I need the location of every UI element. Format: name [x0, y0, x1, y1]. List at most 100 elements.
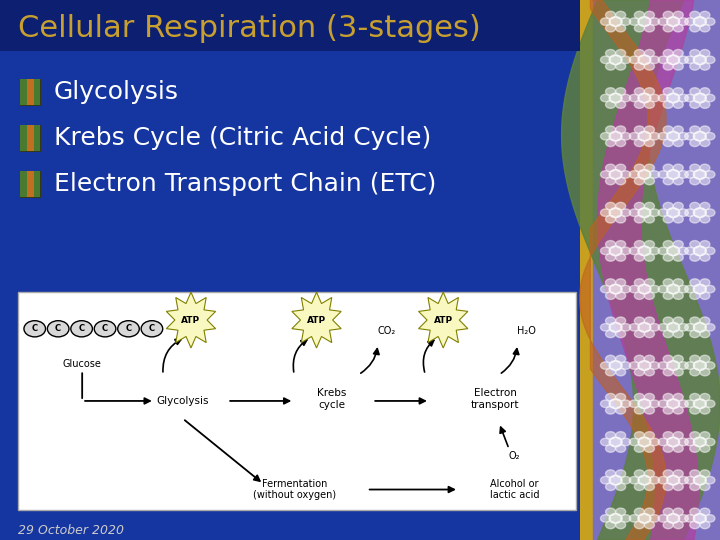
- Circle shape: [690, 139, 700, 146]
- Circle shape: [693, 437, 706, 447]
- Circle shape: [678, 56, 688, 64]
- Circle shape: [600, 94, 611, 102]
- Circle shape: [663, 394, 673, 401]
- Circle shape: [644, 24, 654, 32]
- Circle shape: [690, 87, 700, 95]
- Circle shape: [606, 101, 616, 109]
- Circle shape: [629, 209, 639, 217]
- Circle shape: [705, 18, 715, 25]
- Bar: [580, 0, 720, 540]
- Circle shape: [621, 285, 631, 293]
- Circle shape: [638, 475, 651, 485]
- Circle shape: [678, 438, 688, 446]
- Circle shape: [663, 11, 673, 19]
- Circle shape: [606, 164, 616, 172]
- Circle shape: [663, 164, 673, 172]
- Circle shape: [663, 177, 673, 185]
- Circle shape: [606, 470, 616, 477]
- Circle shape: [690, 355, 700, 363]
- Circle shape: [621, 400, 631, 408]
- Circle shape: [616, 215, 626, 223]
- Circle shape: [621, 56, 631, 64]
- Circle shape: [658, 132, 668, 140]
- Circle shape: [638, 322, 651, 332]
- Circle shape: [690, 445, 700, 453]
- FancyBboxPatch shape: [20, 125, 40, 151]
- Bar: [580, 0, 593, 540]
- FancyBboxPatch shape: [34, 79, 40, 105]
- Circle shape: [658, 515, 668, 522]
- Circle shape: [634, 445, 644, 453]
- Circle shape: [24, 321, 45, 337]
- Circle shape: [663, 445, 673, 453]
- Circle shape: [606, 330, 616, 338]
- Circle shape: [606, 254, 616, 261]
- Circle shape: [690, 279, 700, 286]
- Circle shape: [673, 87, 683, 95]
- Circle shape: [663, 87, 673, 95]
- FancyBboxPatch shape: [20, 79, 27, 105]
- Circle shape: [673, 279, 683, 286]
- Circle shape: [94, 321, 116, 337]
- Text: CO₂: CO₂: [378, 326, 396, 336]
- Circle shape: [634, 355, 644, 363]
- Circle shape: [673, 483, 683, 490]
- Circle shape: [690, 431, 700, 439]
- Circle shape: [634, 63, 644, 70]
- Circle shape: [600, 132, 611, 140]
- Circle shape: [629, 515, 639, 522]
- Circle shape: [690, 483, 700, 490]
- Circle shape: [48, 321, 69, 337]
- Text: H₂O: H₂O: [518, 326, 536, 336]
- Circle shape: [644, 394, 654, 401]
- Circle shape: [621, 323, 631, 331]
- Circle shape: [673, 240, 683, 248]
- Circle shape: [616, 279, 626, 286]
- Circle shape: [606, 368, 616, 376]
- Circle shape: [673, 445, 683, 453]
- Circle shape: [644, 317, 654, 325]
- Circle shape: [649, 171, 660, 178]
- Circle shape: [663, 24, 673, 32]
- Circle shape: [673, 24, 683, 32]
- Circle shape: [685, 438, 695, 446]
- Circle shape: [658, 323, 668, 331]
- Circle shape: [700, 407, 710, 414]
- Circle shape: [609, 475, 622, 485]
- Circle shape: [705, 56, 715, 64]
- Circle shape: [663, 292, 673, 300]
- Text: O₂: O₂: [509, 450, 521, 461]
- Circle shape: [700, 394, 710, 401]
- Circle shape: [685, 171, 695, 178]
- Circle shape: [606, 279, 616, 286]
- Circle shape: [644, 431, 654, 439]
- Circle shape: [616, 445, 626, 453]
- Circle shape: [644, 11, 654, 19]
- Circle shape: [658, 247, 668, 255]
- Circle shape: [678, 362, 688, 369]
- Circle shape: [667, 437, 680, 447]
- Circle shape: [700, 202, 710, 210]
- Circle shape: [673, 164, 683, 172]
- Circle shape: [663, 254, 673, 261]
- Circle shape: [663, 355, 673, 363]
- Circle shape: [606, 394, 616, 401]
- Circle shape: [600, 476, 611, 484]
- Circle shape: [634, 126, 644, 133]
- Circle shape: [700, 431, 710, 439]
- Circle shape: [673, 368, 683, 376]
- Circle shape: [678, 400, 688, 408]
- Circle shape: [700, 521, 710, 529]
- Circle shape: [693, 399, 706, 409]
- Circle shape: [638, 208, 651, 218]
- Circle shape: [616, 87, 626, 95]
- Circle shape: [705, 323, 715, 331]
- Text: Glycolysis: Glycolysis: [54, 80, 179, 104]
- Circle shape: [673, 394, 683, 401]
- Circle shape: [667, 170, 680, 179]
- Circle shape: [600, 18, 611, 25]
- Circle shape: [609, 170, 622, 179]
- Circle shape: [621, 438, 631, 446]
- Circle shape: [638, 437, 651, 447]
- Circle shape: [606, 50, 616, 57]
